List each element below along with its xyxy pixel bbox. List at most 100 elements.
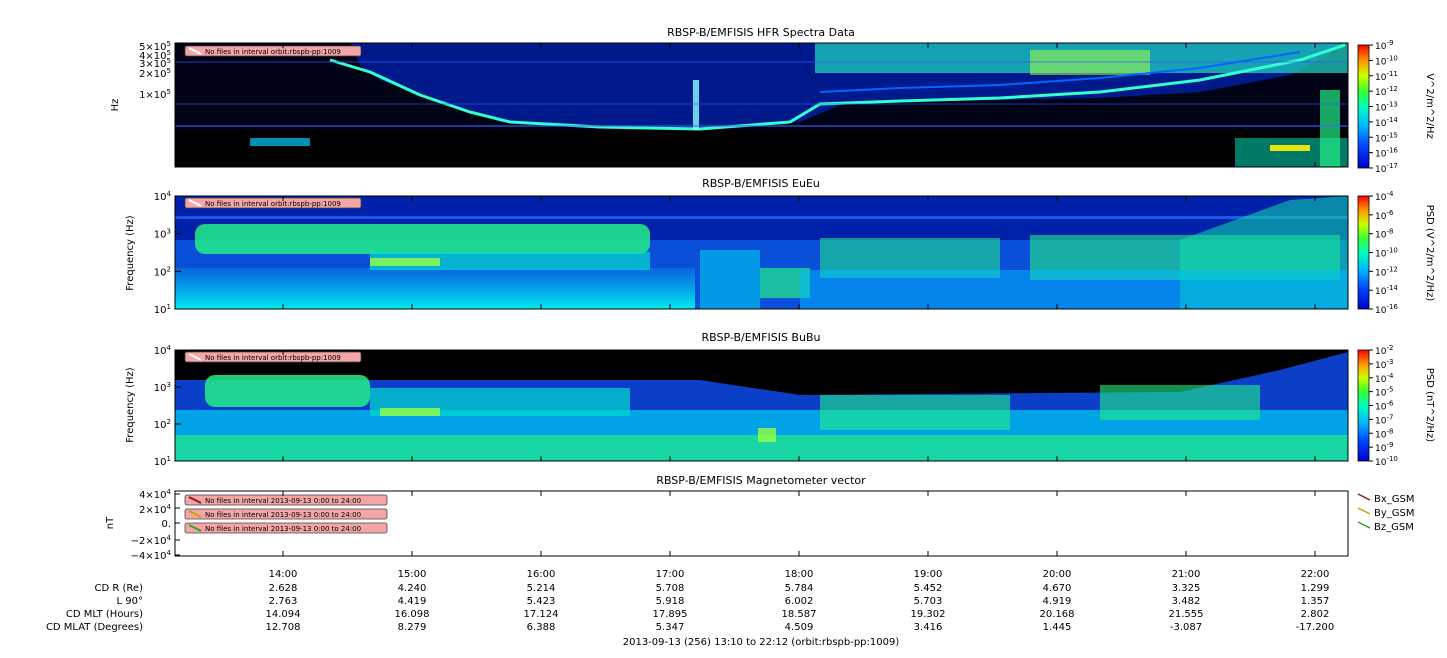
panel-title: RBSP-B/EMFISIS EuEu: [702, 177, 820, 190]
panel-bubu: RBSP-B/EMFISIS BuBu No files in interval…: [125, 331, 1435, 468]
ephemeris-value: 17.895: [653, 609, 688, 620]
ephemeris-value: 4.240: [398, 583, 427, 594]
y-axis-eueu: 104 103 102 101 Frequency (Hz): [125, 190, 181, 316]
ephemeris-row-label: L 90°: [117, 596, 143, 607]
legend-swatch: [1357, 521, 1371, 529]
colorbar-tick-label: 10-16: [1375, 303, 1398, 316]
svg-text:3×105: 3×105: [139, 57, 171, 70]
ephemeris-row-label: CD R (Re): [95, 583, 144, 594]
warning-text: No files in interval 2013-09-13 0:00 to …: [205, 497, 361, 505]
ephemeris-value: 4.509: [785, 622, 814, 633]
colorbar-tick-label: 10-13: [1375, 101, 1398, 114]
svg-text:2×105: 2×105: [139, 67, 171, 80]
ephemeris-value: 20.168: [1040, 609, 1075, 620]
ephemeris-value: -17.200: [1296, 622, 1335, 633]
svg-text:5×105: 5×105: [139, 40, 171, 53]
colorbar-hfr: 10-9 10-10 10-11 10-12 10-13 10-14 10-15 10-16 1…: [1357, 39, 1435, 175]
colorbar-eueu: 10-4 10-6 10-8 10-10 10-12 10-14 10-16 PSD (V^…: [1357, 190, 1435, 316]
colorbar-tick-label: 10-14: [1375, 284, 1398, 297]
colorbar-tick-label: 10-4: [1375, 190, 1394, 203]
x-tick-label: 16:00: [527, 569, 556, 580]
ephemeris-value: 3.325: [1172, 583, 1201, 594]
x-tick-label: 17:00: [656, 569, 685, 580]
ephemeris-value: 14.094: [266, 609, 301, 620]
warning-badge: No files in interval orbit:rbspb-pp:1009: [184, 197, 362, 209]
y-tick-label: 101: [154, 455, 171, 468]
panel-title: RBSP-B/EMFISIS HFR Spectra Data: [667, 26, 855, 39]
ephemeris-value: 8.279: [398, 622, 427, 633]
ephemeris-value: -3.087: [1170, 622, 1202, 633]
ephemeris-value: 5.214: [527, 583, 556, 594]
colorbar-tick-label: 10-10: [1375, 455, 1398, 468]
colorbar-tick-label: 10-14: [1375, 116, 1398, 129]
time-range-footer: 2013-09-13 (256) 13:10 to 22:12 (orbit:r…: [623, 637, 900, 648]
ephemeris-value: 5.452: [914, 583, 943, 594]
svg-text:No files in interval orbit:rbs: No files in interval orbit:rbspb-pp:1009: [205, 48, 341, 56]
svg-text:1×105: 1×105: [139, 88, 171, 101]
svg-text:PSD (nT^2/Hz): PSD (nT^2/Hz): [1424, 368, 1435, 442]
y-tick-label: 104: [154, 344, 172, 357]
ephemeris-value: 5.918: [656, 596, 685, 607]
ephemeris-value: 6.002: [785, 596, 814, 607]
x-tick-label: 20:00: [1043, 569, 1072, 580]
spectrogram-eueu: [175, 196, 1348, 309]
warning-badge: No files in interval orbit:rbspb-pp:1009: [184, 351, 362, 363]
legend-swatch: [1357, 507, 1371, 515]
ephemeris-value: 1.357: [1301, 596, 1330, 607]
ephemeris-value: 5.708: [656, 583, 685, 594]
colorbar-tick-label: 10-4: [1375, 372, 1394, 385]
svg-text:No files in interval orbit:rbs: No files in interval orbit:rbspb-pp:1009: [205, 354, 341, 362]
svg-text:−4×104: −4×104: [131, 549, 172, 562]
colorbar-tick-label: 10-6: [1375, 209, 1394, 222]
ephemeris-value: 6.388: [527, 622, 556, 633]
legend-entry: Bx_GSM: [1374, 494, 1415, 505]
ephemeris-value: 17.124: [524, 609, 559, 620]
svg-text:Frequency (Hz): Frequency (Hz): [125, 215, 136, 291]
warning-badge: No files in interval 2013-09-13 0:00 to …: [184, 508, 388, 520]
ephemeris-value: 18.587: [782, 609, 817, 620]
ephemeris-value: 5.784: [785, 583, 814, 594]
x-tick-label: 14:00: [269, 569, 298, 580]
ephemeris-value: 2.763: [269, 596, 298, 607]
legend: Bx_GSM By_GSM Bz_GSM: [1357, 493, 1415, 533]
colorbar-tick-label: 10-5: [1375, 386, 1393, 399]
colorbar-tick-label: 10-2: [1375, 344, 1393, 357]
panel-title: RBSP-B/EMFISIS Magnetometer vector: [656, 474, 866, 487]
svg-text:V^2/m^2/Hz: V^2/m^2/Hz: [1424, 73, 1435, 139]
colorbar-tick-label: 10-7: [1375, 413, 1393, 426]
colorbar-tick-label: 10-8: [1375, 228, 1393, 241]
warning-text: No files in interval 2013-09-13 0:00 to …: [205, 525, 361, 533]
y-tick-label: 102: [154, 265, 171, 278]
ephemeris-value: 4.419: [398, 596, 427, 607]
colorbar-tick-label: 10-17: [1375, 162, 1398, 175]
legend-entry: Bz_GSM: [1374, 522, 1414, 533]
colorbar-tick-label: 10-3: [1375, 358, 1393, 371]
svg-text:PSD (V^2/m^2/Hz): PSD (V^2/m^2/Hz): [1424, 205, 1435, 302]
colorbar-tick-label: 10-12: [1375, 85, 1398, 98]
colorbar-tick-label: 10-10: [1375, 54, 1398, 67]
y-tick-label: 101: [154, 303, 171, 316]
panel-eueu: RBSP-B/EMFISIS EuEu No files in interval…: [125, 177, 1435, 316]
ephemeris-row-label: CD MLAT (Degrees): [46, 622, 143, 633]
y-tick-label: 104: [154, 190, 172, 203]
warning-badge: No files in interval 2013-09-13 0:00 to …: [184, 522, 388, 534]
svg-text:4×105: 4×105: [139, 49, 171, 62]
colorbar-tick-label: 10-8: [1375, 427, 1393, 440]
ephemeris-value: 1.445: [1043, 622, 1072, 633]
ephemeris-value: 3.416: [914, 622, 943, 633]
colorbar-tick-label: 10-11: [1375, 70, 1398, 83]
panel-hfr: RBSP-B/EMFISIS HFR Spectra Data No files…: [110, 26, 1435, 175]
ephemeris-value: 2.802: [1301, 609, 1330, 620]
colorbar-tick-label: 10-10: [1375, 247, 1398, 260]
ephemeris-row-label: CD MLT (Hours): [66, 609, 143, 620]
colorbar-tick-label: 10-12: [1375, 265, 1398, 278]
svg-text:2×104: 2×104: [139, 503, 171, 516]
colorbar-tick-label: 10-6: [1375, 400, 1394, 413]
ephemeris-value: 5.347: [656, 622, 685, 633]
ephemeris-value: 5.423: [527, 596, 556, 607]
colorbar-tick-label: 10-9: [1375, 441, 1393, 454]
y-tick-label: 102: [154, 418, 171, 431]
ephemeris-value: 19.302: [911, 609, 946, 620]
colorbar-tick-label: 10-16: [1375, 147, 1398, 160]
